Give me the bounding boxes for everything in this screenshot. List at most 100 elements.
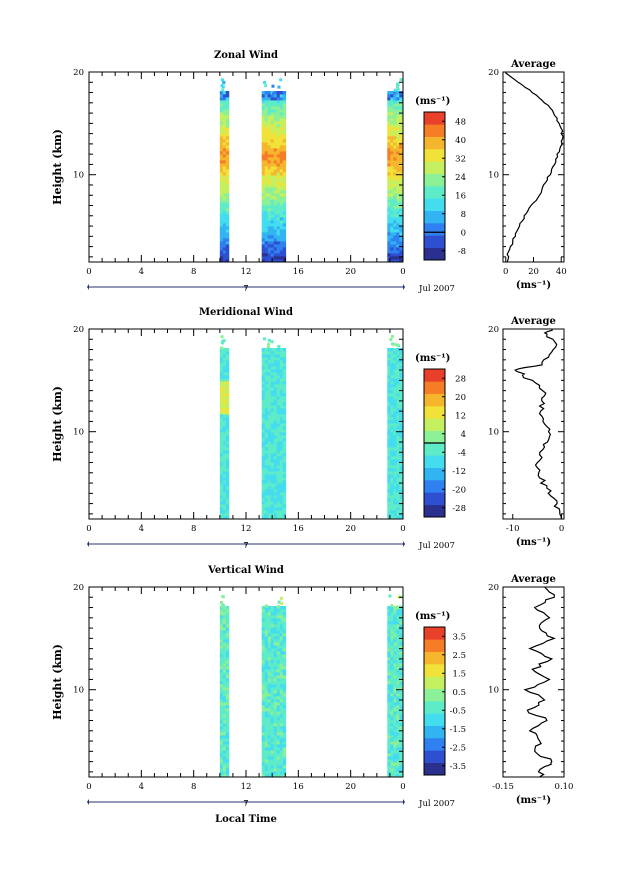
colorbar-tick-label: 12 bbox=[455, 411, 466, 421]
colorbar-swatch bbox=[424, 161, 445, 174]
profile-line bbox=[505, 71, 564, 263]
panel-vertical-wind: Vertical Wind 0 4 8 12 16 20 0 10 20 Height (km) 7 J… bbox=[51, 565, 573, 825]
x-tick-label: 8 bbox=[191, 524, 196, 534]
profile-y-tick-label: 10 bbox=[488, 428, 499, 438]
colorbar-swatch bbox=[424, 430, 445, 444]
colorbar-tick-label: 3.5 bbox=[452, 632, 466, 642]
colorbar-swatch bbox=[424, 247, 445, 261]
profile-x-label: (ms⁻¹) bbox=[516, 280, 551, 291]
colorbar-swatch bbox=[424, 149, 445, 162]
profile-x-tick-label: 0 bbox=[503, 267, 508, 277]
colorbar-tick-label: 16 bbox=[455, 191, 466, 201]
colorbar-swatch bbox=[424, 369, 445, 382]
colorbar-swatch bbox=[424, 455, 445, 468]
profile-y-tick-label: 20 bbox=[488, 68, 499, 78]
profile-x-tick-label: 0.10 bbox=[555, 782, 574, 792]
x-tick-label: 16 bbox=[293, 524, 304, 534]
colorbar-tick-label: 40 bbox=[455, 136, 466, 146]
x-tick-label: 0 bbox=[86, 524, 91, 534]
colorbar-swatch bbox=[424, 406, 445, 419]
plot-frame bbox=[88, 328, 404, 520]
month-label: Jul 2007 bbox=[418, 799, 455, 809]
colorbar-tick-label: -12 bbox=[452, 467, 466, 477]
profile-x-tick-label: -0.15 bbox=[492, 782, 514, 792]
colorbar-unit: (ms⁻¹) bbox=[415, 96, 450, 107]
colorbar-swatch bbox=[424, 223, 445, 236]
x-tick-label: 20 bbox=[345, 782, 356, 792]
data-block-2 bbox=[261, 337, 287, 519]
colorbar-swatch bbox=[424, 676, 445, 689]
heatmap-cells bbox=[219, 78, 403, 262]
colorbar-swatch bbox=[424, 701, 445, 714]
colorbar-swatch bbox=[424, 738, 445, 751]
average-profile: Average 10 20 -10 0 (ms⁻¹) bbox=[488, 316, 565, 548]
x-tick-label: 8 bbox=[191, 267, 196, 277]
colorbar-tick-label: -3.5 bbox=[450, 762, 466, 772]
colorbar-tick-label: 0.5 bbox=[452, 688, 466, 698]
panel-title: Vertical Wind bbox=[207, 565, 284, 576]
x-tick-label: 0 bbox=[86, 267, 91, 277]
colorbar-swatch bbox=[424, 713, 445, 726]
panel-meridional-wind: Meridional Wind 0 4 8 12 16 20 0 10 20 Height (km)… bbox=[51, 307, 565, 551]
x-tick-label: 0 bbox=[400, 524, 405, 534]
colorbar-swatch bbox=[424, 443, 445, 456]
colorbar-unit: (ms⁻¹) bbox=[415, 611, 450, 622]
x-tick-label: 12 bbox=[241, 782, 252, 792]
colorbar-frame bbox=[423, 111, 446, 261]
y-axis-label: Height (km) bbox=[51, 129, 64, 205]
colorbar: (ms⁻¹) 48 40 32 24 16 8 0 -8 bbox=[415, 96, 466, 261]
y-tick-label: 20 bbox=[73, 68, 84, 78]
x-tick-label: 4 bbox=[139, 524, 144, 534]
colorbar-swatch bbox=[424, 381, 445, 394]
colorbar-swatch bbox=[424, 124, 445, 137]
colorbar-tick-label: 32 bbox=[455, 154, 466, 164]
colorbar-tick-label: 4 bbox=[461, 430, 466, 440]
y-tick-label: 20 bbox=[73, 325, 84, 335]
x-tick-label: 0 bbox=[400, 267, 405, 277]
colorbar-swatch bbox=[424, 664, 445, 677]
x-tick-label: 16 bbox=[293, 267, 304, 277]
heatmap-cells bbox=[219, 594, 403, 777]
colorbar-swatch bbox=[424, 725, 445, 739]
colorbar-swatch bbox=[424, 210, 445, 224]
day-label: 7 bbox=[243, 799, 248, 809]
profile-y-tick-label: 20 bbox=[488, 325, 499, 335]
x-tick-label: 12 bbox=[241, 524, 252, 534]
colorbar-swatch bbox=[424, 173, 445, 187]
colorbar-tick-label: -2.5 bbox=[450, 743, 466, 753]
colorbar-swatch bbox=[424, 492, 445, 505]
heatmap-cells bbox=[219, 335, 403, 519]
data-block-1 bbox=[219, 594, 230, 777]
month-label: Jul 2007 bbox=[418, 284, 455, 294]
plot-frame bbox=[88, 71, 404, 263]
colorbar-swatch bbox=[424, 418, 445, 431]
x-tick-label: 20 bbox=[345, 267, 356, 277]
x-tick-label: 12 bbox=[241, 267, 252, 277]
data-block-1 bbox=[219, 78, 230, 262]
x-tick-label: 4 bbox=[139, 782, 144, 792]
panel-title: Zonal Wind bbox=[214, 50, 278, 61]
colorbar-swatch bbox=[424, 504, 445, 518]
data-block-1 bbox=[219, 335, 230, 519]
colorbar-swatch bbox=[424, 639, 445, 652]
profile-frame bbox=[502, 71, 565, 263]
x-tick-label: 4 bbox=[139, 267, 144, 277]
colorbar-tick-label: 2.5 bbox=[452, 651, 466, 661]
average-profile: Average 10 20 -0.15 0.10 (ms⁻¹) bbox=[488, 574, 573, 806]
profile-x-tick-label: 20 bbox=[528, 267, 539, 277]
y-axis-label: Height (km) bbox=[51, 386, 64, 462]
colorbar-tick-label: 48 bbox=[455, 117, 466, 127]
x-tick-label: 20 bbox=[345, 524, 356, 534]
colorbar-tick-label: -0.5 bbox=[450, 706, 466, 716]
profile-frame bbox=[502, 328, 565, 520]
x-tick-label: 16 bbox=[293, 782, 304, 792]
y-tick-label: 10 bbox=[73, 171, 84, 181]
profile-frame bbox=[502, 586, 565, 778]
x-tick-label: 0 bbox=[86, 782, 91, 792]
colorbar-tick-label: 28 bbox=[455, 374, 466, 384]
colorbar-tick-label: -20 bbox=[452, 485, 466, 495]
profile-line bbox=[523, 586, 556, 778]
profile-x-tick-label: 0 bbox=[559, 524, 564, 534]
